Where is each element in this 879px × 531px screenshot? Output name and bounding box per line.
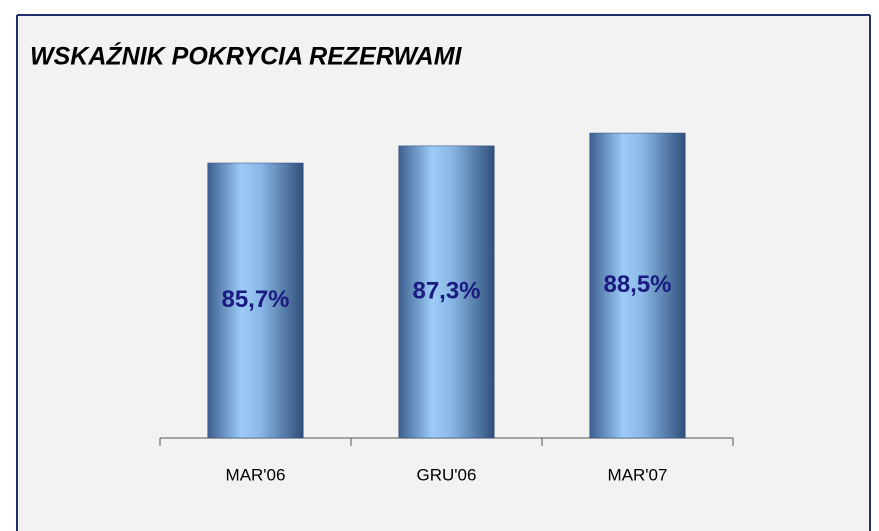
x-tick-label: MAR'07 bbox=[608, 465, 668, 484]
chart-title: WSKAŹNIK POKRYCIA REZERWAMI bbox=[30, 42, 463, 71]
bar bbox=[207, 162, 304, 439]
bar bbox=[398, 145, 495, 439]
value-label: 88,5% bbox=[603, 271, 671, 298]
value-label: 87,3% bbox=[412, 277, 480, 304]
bar bbox=[589, 132, 686, 439]
x-tick-label: MAR'06 bbox=[226, 465, 286, 484]
value-label: 85,7% bbox=[221, 286, 289, 313]
x-tick-label: GRU'06 bbox=[417, 465, 477, 484]
